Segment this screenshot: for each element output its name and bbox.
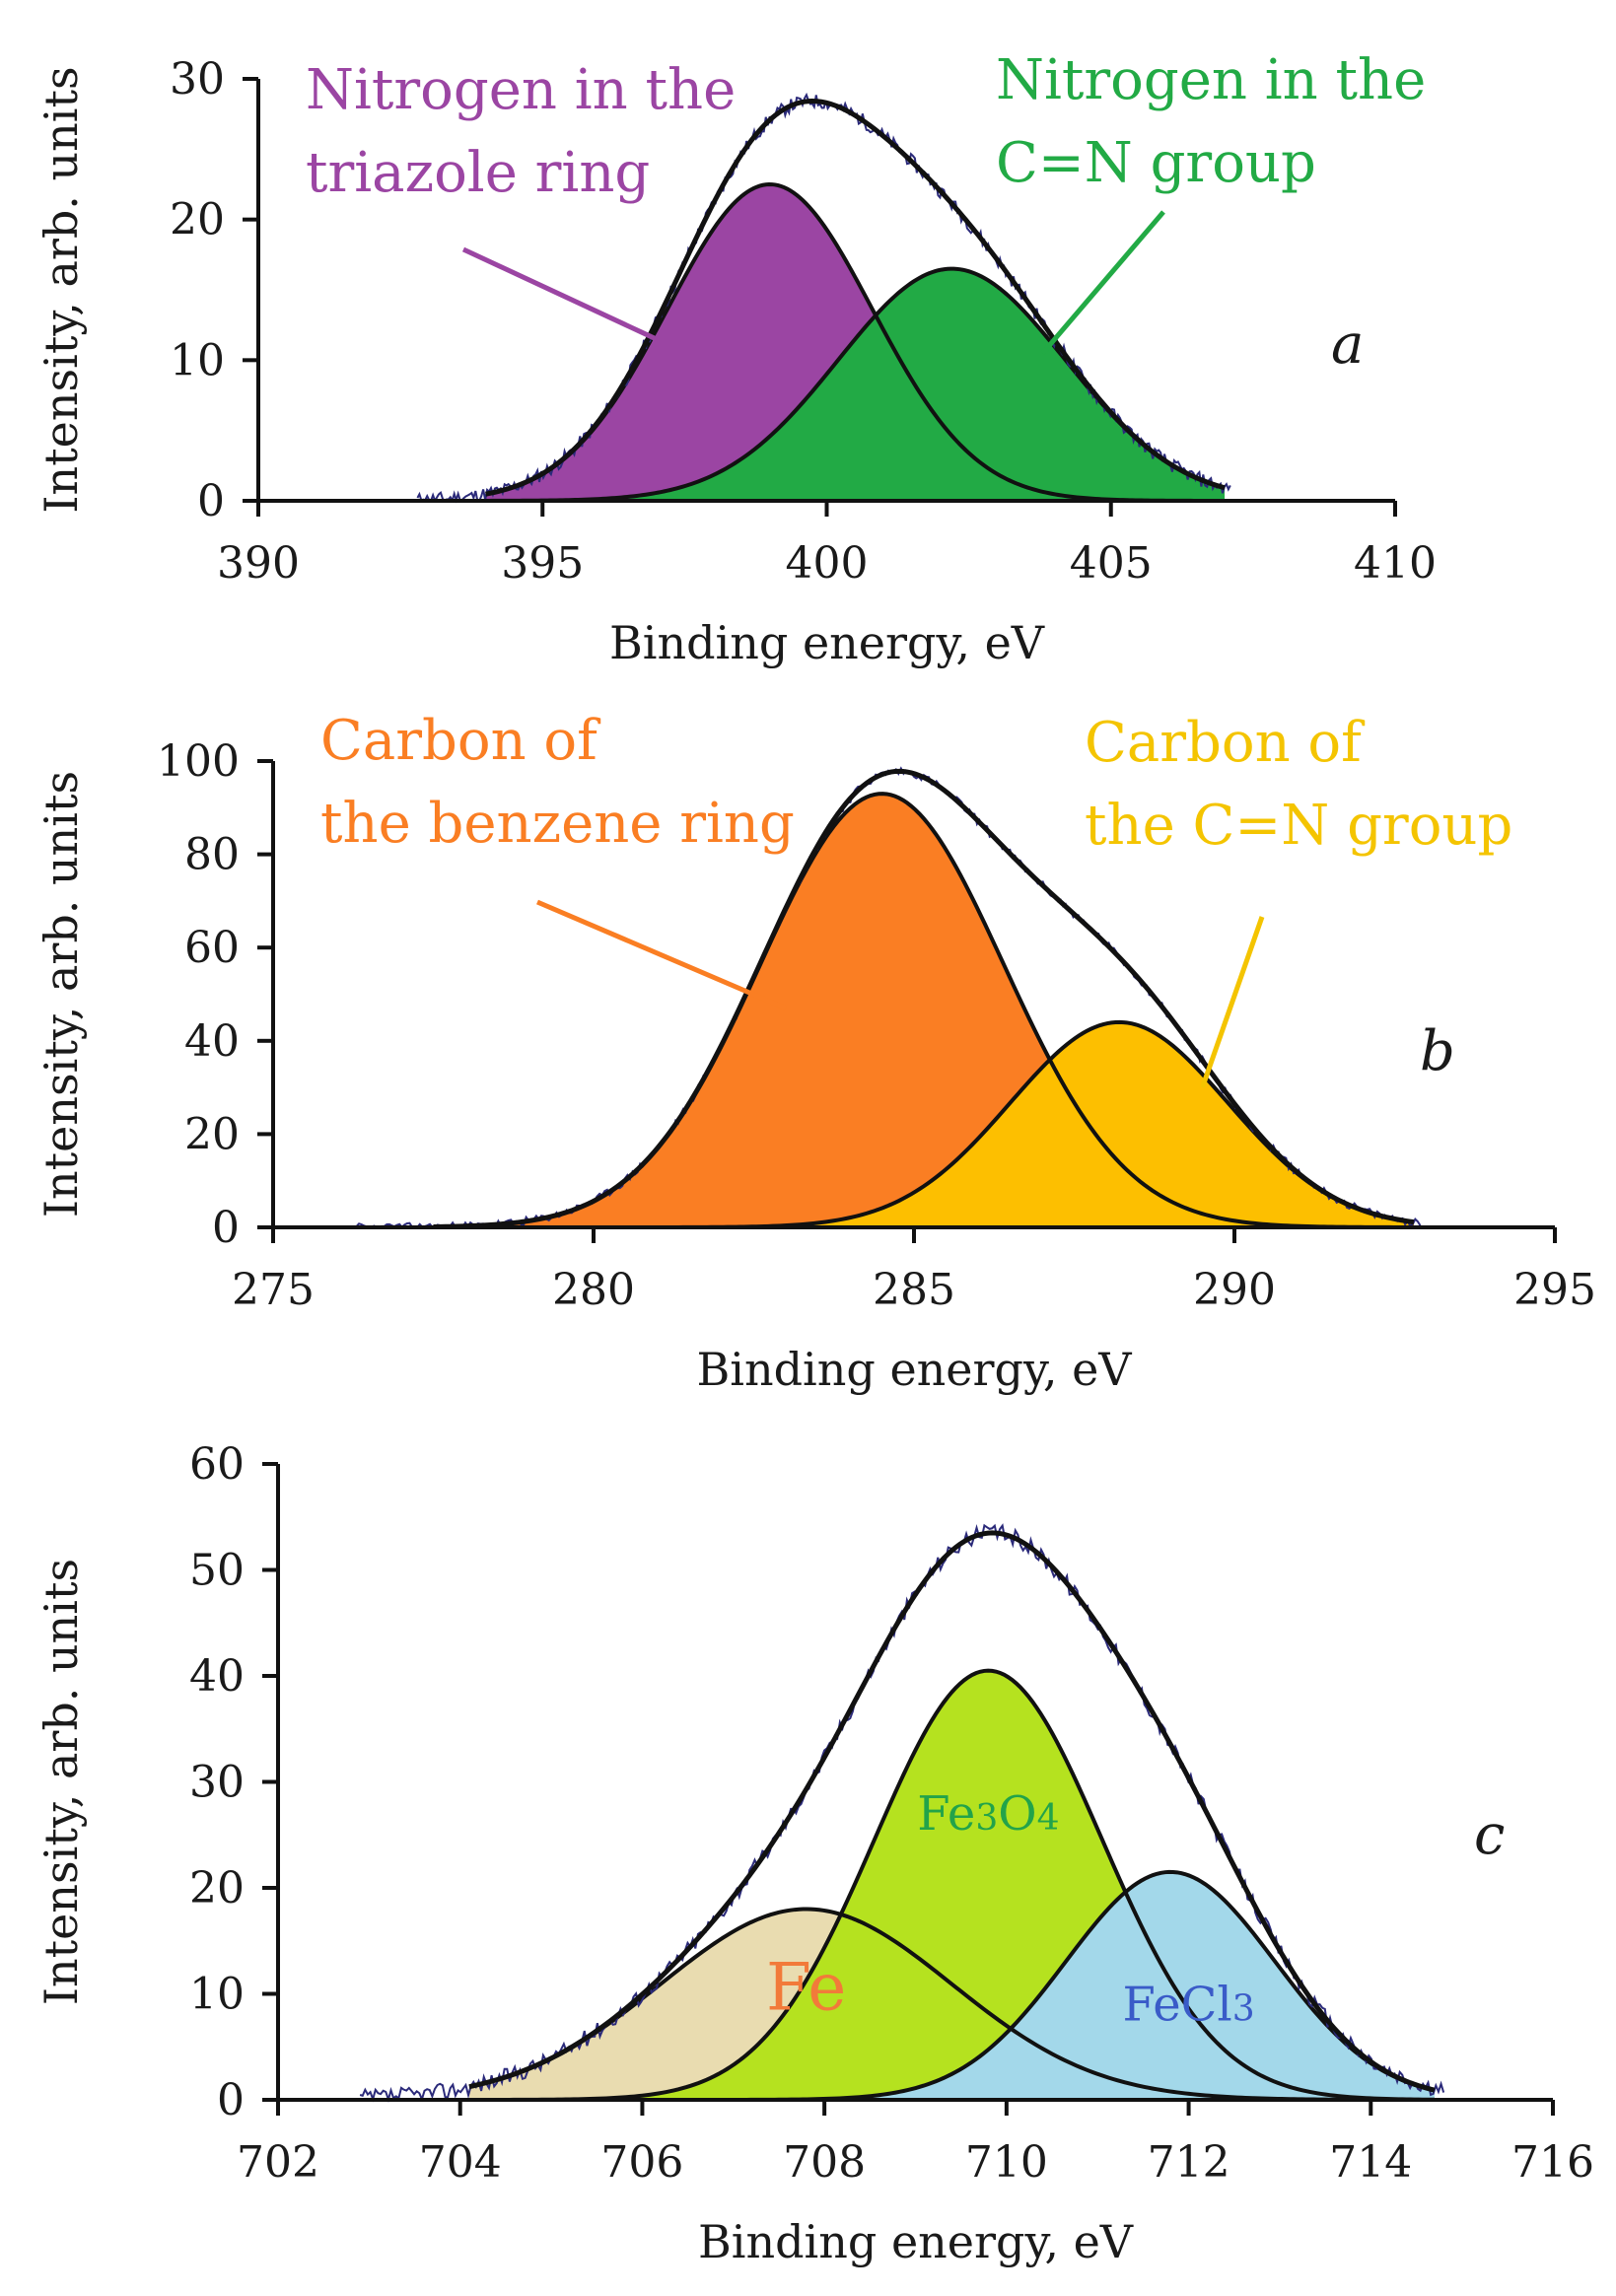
component-area-1 (468, 1670, 1435, 2100)
peak-label: Fe (766, 1950, 846, 2026)
y-tick-label: 20 (189, 1863, 245, 1913)
x-tick-label: 395 (501, 538, 584, 589)
x-axis-label: Binding energy, eV (609, 616, 1045, 669)
x-tick-label: 290 (1193, 1265, 1276, 1315)
y-axis-label: Intensity, arb. units (35, 771, 88, 1218)
x-tick-label: 702 (237, 2137, 319, 2188)
y-tick-label: 80 (184, 830, 240, 880)
component-area-1 (433, 1021, 1414, 1227)
component-area-0 (433, 794, 1414, 1227)
x-axis-label: Binding energy, eV (696, 1343, 1132, 1396)
annotation-label: Carbon of (320, 709, 601, 773)
annotation-label: Carbon of (1085, 711, 1366, 775)
x-tick-label: 285 (873, 1265, 955, 1315)
x-tick-label: 410 (1354, 538, 1437, 589)
fit-envelope (433, 768, 1415, 1229)
x-tick-label: 708 (783, 2137, 866, 2188)
annotation-label: the benzene ring (320, 792, 795, 856)
x-tick-label: 714 (1329, 2137, 1412, 2188)
y-tick-label: 30 (189, 1758, 245, 1808)
annotation-arrow (536, 899, 787, 1010)
panel-letter: c (1474, 1803, 1505, 1867)
y-tick-label: 40 (184, 1016, 240, 1067)
x-tick-label: 405 (1070, 538, 1153, 589)
x-tick-label: 295 (1513, 1265, 1596, 1315)
y-tick-label: 50 (189, 1546, 245, 1596)
y-tick-label: 0 (212, 1203, 240, 1253)
x-axis-label: Binding energy, eV (698, 2215, 1134, 2268)
chart-panel-c: 0 10 20 30 40 50 60 702 704 706 708 710 712 714 716 Bin… (35, 1439, 1594, 2268)
x-tick-label: 390 (217, 538, 300, 589)
chart-panel-b: 0 20 40 60 80 100 275 280 285 290 295 Binding energ… (35, 709, 1596, 1396)
y-tick-label: 0 (197, 476, 225, 526)
y-axis-label: Intensity, arb. units (35, 1559, 88, 2005)
x-tick-label: 706 (600, 2137, 683, 2188)
y-tick-label: 10 (170, 335, 225, 385)
y-tick-label: 60 (184, 923, 240, 973)
x-tick-label: 712 (1148, 2137, 1230, 2188)
y-tick-label: 0 (217, 2075, 245, 2125)
component-area-1 (485, 268, 1226, 501)
y-tick-label: 20 (184, 1109, 240, 1159)
annotation-arrow (461, 246, 658, 342)
y-tick-label: 20 (170, 195, 225, 245)
x-tick-label: 280 (552, 1265, 635, 1315)
x-tick-label: 704 (419, 2137, 502, 2188)
peak-label: FeCl3 (1123, 1977, 1255, 2032)
component-outline-1 (468, 1668, 1435, 2102)
annotation-label: C=N group (996, 131, 1316, 195)
x-tick-label: 275 (232, 1265, 315, 1315)
y-tick-label: 40 (189, 1651, 245, 1702)
annotation-label: Nitrogen in the (306, 58, 736, 122)
annotation-arrow (1040, 210, 1165, 355)
y-axis-label: Intensity, arb. units (35, 66, 88, 513)
y-tick-label: 10 (189, 1970, 245, 2020)
peak-label: Fe3O4 (917, 1786, 1059, 1842)
annotation-label: Nitrogen in the (996, 48, 1426, 112)
x-tick-label: 400 (786, 538, 869, 589)
annotation-label: triazole ring (306, 141, 650, 205)
fit-envelope (468, 1530, 1436, 2093)
x-tick-label: 716 (1511, 2137, 1594, 2188)
annotation-arrow (1200, 916, 1265, 1088)
y-tick-label: 30 (170, 54, 225, 104)
panel-letter: a (1331, 313, 1364, 377)
fit-envelope (485, 99, 1226, 497)
panel-letter: b (1420, 1019, 1455, 1083)
x-tick-label: 710 (965, 2137, 1048, 2188)
annotation-label: the C=N group (1085, 794, 1512, 858)
chart-panel-a: 0 10 20 30 390 395 400 405 410 Binding energy, eV… (35, 48, 1437, 669)
y-tick-label: 100 (157, 736, 240, 787)
y-tick-label: 60 (189, 1439, 245, 1490)
component-area-2 (468, 1871, 1435, 2100)
